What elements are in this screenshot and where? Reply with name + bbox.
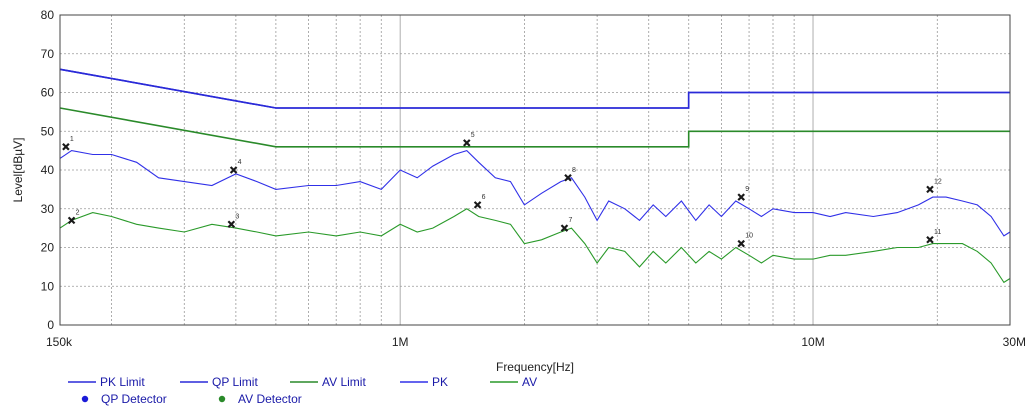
y-axis-label: Level[dBµV] (11, 138, 25, 203)
series-pk (59, 149, 1011, 237)
legend-label: PK (432, 375, 448, 389)
x-tick-label: 10M (801, 335, 824, 349)
series-layer (59, 68, 1011, 284)
detector-point-label: 3 (235, 213, 239, 220)
x-axis-ticks: 150k 1M 10M 30M (46, 335, 1026, 349)
x-axis-label: Frequency[Hz] (496, 360, 574, 374)
y-tick-label: 30 (41, 202, 55, 216)
detector-point-label: 7 (568, 217, 572, 224)
av-detector-point (473, 201, 482, 209)
legend-marker-av-detector (218, 395, 226, 403)
av-detector-point (67, 216, 76, 225)
legend-marker-qp-detector (81, 395, 89, 403)
detector-point-label: 10 (745, 233, 753, 240)
qp-detector-point (62, 142, 70, 151)
legend-label: AV (522, 375, 537, 389)
av-detector-point (737, 239, 745, 248)
legend-label: QP Detector (101, 392, 167, 406)
qp-detector-point (229, 166, 238, 174)
legend-label: PK Limit (100, 375, 145, 389)
legend-label: QP Limit (212, 375, 258, 389)
plot-frame (59, 14, 1011, 326)
detector-point-label: 9 (745, 186, 749, 193)
x-tick-label: 150k (46, 335, 73, 349)
av-detector-point (227, 220, 236, 229)
x-tick-label: 1M (392, 335, 409, 349)
qp-detector-point (737, 193, 745, 201)
detector-point-label: 5 (471, 132, 475, 139)
av-detector-point (926, 235, 934, 244)
legend-label: AV Detector (238, 392, 302, 406)
y-tick-label: 60 (41, 86, 55, 100)
series-qp-limit (59, 68, 1010, 109)
y-tick-label: 0 (47, 318, 54, 332)
y-tick-label: 70 (41, 47, 55, 61)
qp-detector-point (564, 173, 572, 182)
detector-point-label: 12 (934, 178, 942, 185)
y-tick-label: 80 (41, 8, 55, 22)
y-tick-label: 10 (41, 279, 55, 293)
detector-point-label: 1 (70, 136, 74, 143)
y-axis-ticks: 0 10 20 30 40 50 60 70 80 (41, 8, 55, 332)
legend-label: AV Limit (322, 375, 366, 389)
qp-detector-point (463, 139, 471, 147)
qp-detector-point (926, 185, 934, 194)
detector-point-label: 11 (934, 229, 941, 236)
detector-point-label: 8 (572, 167, 576, 174)
legend: PK Limit QP Limit AV Limit PK AV QP Detector A… (68, 375, 537, 406)
series-av-limit (59, 107, 1010, 148)
series-av (59, 208, 1011, 284)
detector-point-label: 2 (76, 209, 80, 216)
y-tick-label: 40 (41, 163, 55, 177)
y-tick-label: 50 (41, 124, 55, 138)
detector-markers: 1 4 5 8 9 12 2 3 6 7 10 11 (62, 132, 942, 248)
y-tick-label: 20 (41, 241, 55, 255)
av-detector-point (560, 224, 569, 232)
detector-point-label: 4 (238, 159, 242, 166)
x-tick-label: 30M (1003, 335, 1026, 349)
detector-point-label: 6 (482, 194, 486, 201)
